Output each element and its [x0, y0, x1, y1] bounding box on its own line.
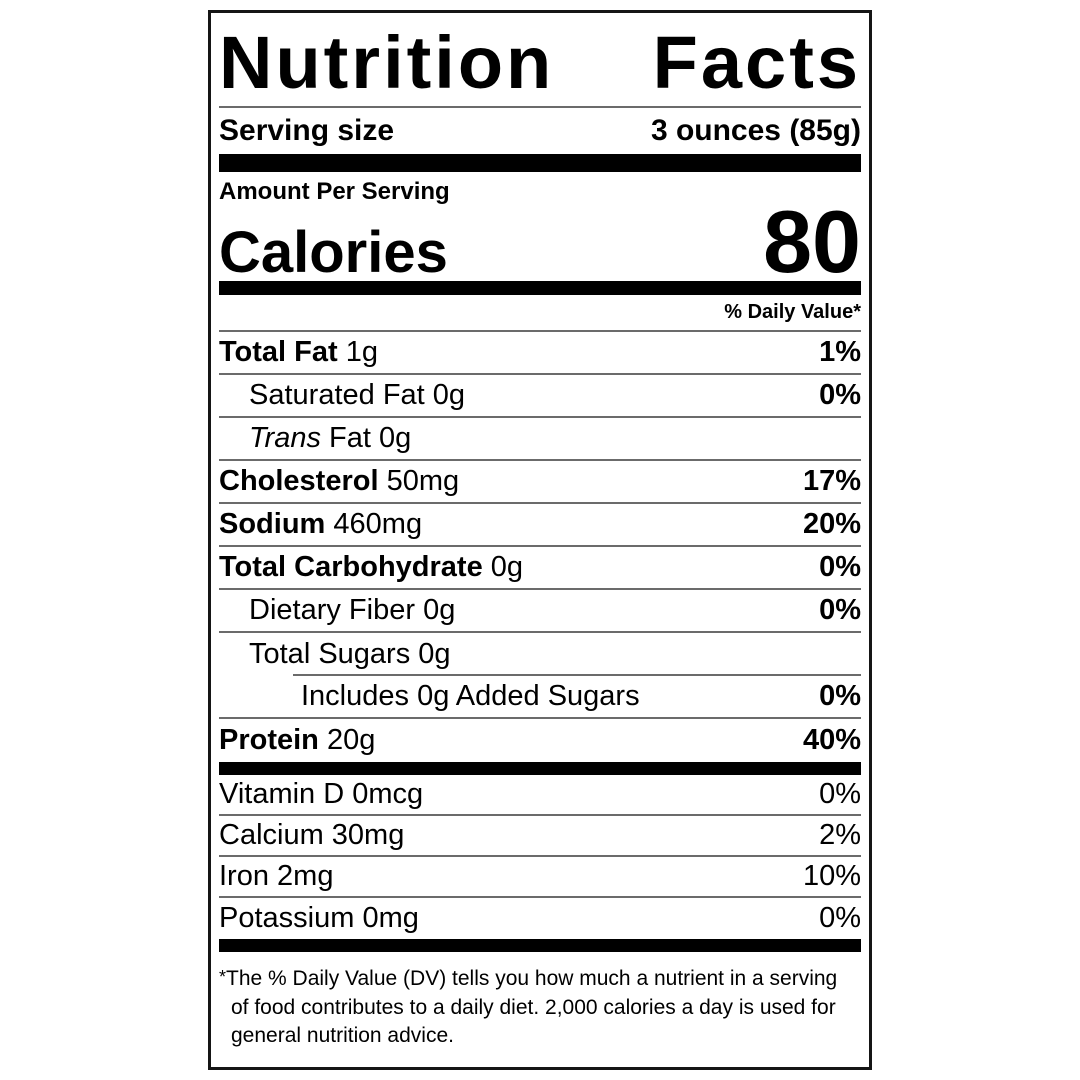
vitamin-name: Calcium 30mg: [219, 819, 405, 851]
vitamin-name: Iron 2mg: [219, 860, 334, 892]
nutrient-name: Includes 0g Added Sugars: [301, 680, 640, 712]
vitamin-percent: 0%: [819, 778, 861, 810]
vitamin-percent: 0%: [819, 902, 861, 934]
footnote-text: The % Daily Value (DV) tells you how muc…: [226, 967, 838, 1047]
serving-size-label: Serving size: [219, 114, 395, 147]
nutrient-percent: 20%: [802, 508, 861, 540]
nutrient-name: Total Sugars 0g: [249, 638, 451, 670]
nutrient-percent: 0%: [819, 379, 861, 411]
nutrient-percent: 0%: [819, 680, 861, 712]
nutrient-percent: 1%: [819, 336, 861, 368]
serving-size-row: Serving size 3 ounces (85g): [219, 108, 861, 154]
nutrient-name: Saturated Fat 0g: [249, 379, 466, 411]
vitamin-name: Vitamin D 0mcg: [219, 778, 424, 810]
nutrient-percent: 17%: [802, 465, 861, 497]
nutrient-row-protein: Protein 20g 40%: [219, 719, 861, 762]
nutrient-name: Cholesterol 50mg: [219, 465, 460, 497]
nutrient-row-trans-fat: Trans Fat 0g: [219, 418, 861, 461]
thick-divider-bar-bottom: [219, 939, 861, 952]
daily-value-footnote: *The % Daily Value (DV) tells you how mu…: [219, 963, 861, 1051]
vitamin-percent: 10%: [802, 860, 861, 892]
thick-divider-bar-calories: [219, 281, 861, 295]
nutrient-name: Total Carbohydrate 0g: [219, 551, 524, 583]
nutrient-row-cholesterol: Cholesterol 50mg 17%: [219, 461, 861, 504]
nutrient-name: Sodium 460mg: [219, 508, 423, 540]
thick-divider-bar-protein: [219, 762, 861, 775]
nutrient-row-total-fat: Total Fat 1g 1%: [219, 332, 861, 375]
thick-divider-bar-top: [219, 154, 861, 172]
calories-value: 80: [763, 192, 861, 291]
nutrient-row-added-sugars: Includes 0g Added Sugars 0%: [219, 674, 861, 719]
footnote-asterisk: *: [219, 967, 227, 987]
nutrient-percent: 0%: [819, 594, 861, 626]
daily-value-header: % Daily Value*: [219, 295, 861, 332]
vitamin-percent: 2%: [819, 819, 861, 851]
vitamin-row-calcium: Calcium 30mg 2%: [219, 816, 861, 857]
amount-per-serving-label: Amount Per Serving: [219, 178, 450, 205]
nutrition-label: Nutrition Facts Serving size 3 ounces (8…: [208, 10, 872, 1070]
nutrient-name: Trans Fat 0g: [249, 422, 412, 454]
calories-row: Calories 80: [219, 192, 861, 291]
serving-size-value: 3 ounces (85g): [650, 114, 861, 147]
nutrient-row-sodium: Sodium 460mg 20%: [219, 504, 861, 547]
nutrient-percent: 0%: [819, 551, 861, 583]
nutrient-percent: 40%: [802, 724, 861, 756]
vitamin-row-potassium: Potassium 0mg 0%: [219, 898, 861, 939]
label-title: Nutrition Facts: [219, 13, 861, 108]
nutrient-name: Dietary Fiber 0g: [249, 594, 456, 626]
vitamin-row-iron: Iron 2mg 10%: [219, 857, 861, 898]
vitamin-name: Potassium 0mg: [219, 902, 419, 934]
calories-label: Calories: [219, 220, 448, 285]
nutrient-name: Total Fat 1g: [219, 336, 379, 368]
nutrient-row-total-carbohydrate: Total Carbohydrate 0g 0%: [219, 547, 861, 590]
nutrient-row-dietary-fiber: Dietary Fiber 0g 0%: [219, 590, 861, 633]
vitamin-row-vitamin-d: Vitamin D 0mcg 0%: [219, 775, 861, 816]
nutrient-row-saturated-fat: Saturated Fat 0g 0%: [219, 375, 861, 418]
nutrient-row-total-sugars: Total Sugars 0g: [219, 633, 861, 676]
nutrient-name: Protein 20g: [219, 724, 376, 756]
